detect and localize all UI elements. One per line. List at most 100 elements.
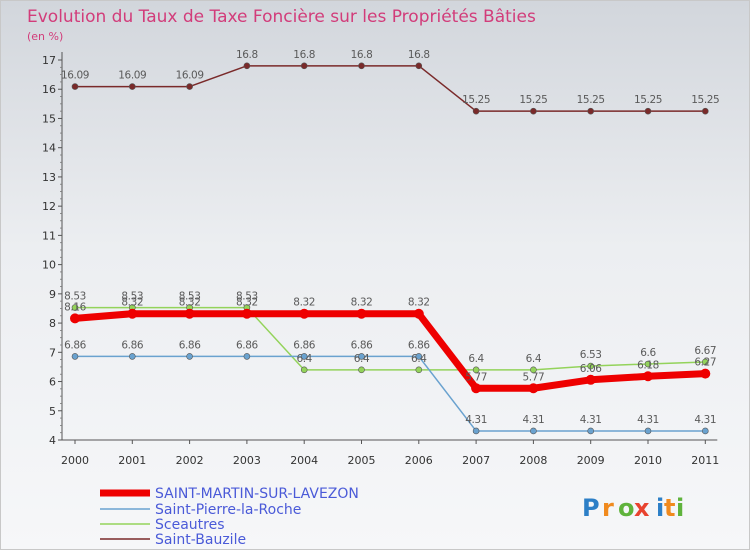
data-label: 15.25 [519,94,547,106]
data-point [243,353,251,360]
data-label: 8.32 [179,297,201,309]
x-tick-label: 2000 [61,454,89,467]
y-tick-label: 6 [49,376,56,389]
data-point [587,362,595,370]
data-label: 6.27 [694,357,716,369]
data-point [71,353,79,360]
series-line-2 [75,306,706,371]
data-label: 8.53 [64,291,86,303]
data-label: 6.4 [354,353,370,365]
data-point [356,308,367,319]
data-point [530,366,537,374]
legend-label: SAINT-MARTIN-SUR-LAVEZON [155,486,359,502]
data-label: 6.86 [408,339,430,351]
legend-label: Sceautres [155,517,225,533]
data-point [300,62,308,70]
data-label: 15.25 [691,94,719,106]
logo-letter: r [602,494,614,522]
data-label: 15.25 [462,94,490,106]
chart-title: Evolution du Taux de Taxe Foncière sur l… [27,7,536,27]
data-point [585,374,596,385]
data-label: 4.31 [465,414,487,426]
data-label: 4.31 [523,414,545,426]
data-point [644,107,652,115]
data-point [472,366,480,374]
data-point [415,62,423,70]
legend: SAINT-MARTIN-SUR-LAVEZONSaint-Pierre-la-… [100,486,359,548]
data-point [243,62,251,70]
data-label: 4.31 [694,414,716,426]
series-line-1 [75,355,706,432]
y-tick-label: 15 [42,112,56,125]
data-point [129,353,136,360]
data-point [644,360,652,368]
data-label: 16.8 [351,49,373,61]
x-tick-label: 2011 [691,454,719,467]
data-point [71,83,79,90]
data-point [472,427,480,435]
logo-letter: t [664,494,675,522]
y-tick-label: 13 [42,171,56,184]
x-tick-label: 2007 [462,454,490,467]
data-label: 8.16 [64,301,86,313]
data-label: 6.86 [351,339,373,351]
y-tick-label: 14 [42,142,56,155]
y-tick-label: 16 [42,83,56,96]
data-label: 8.32 [351,297,373,309]
data-label: 6.86 [236,339,258,351]
y-tick-label: 12 [42,200,56,213]
data-label: 6.86 [293,339,315,351]
data-point [472,107,480,115]
x-tick-label: 2002 [176,454,204,467]
data-label: 6.53 [580,349,602,361]
logo-letter: o [618,494,635,522]
data-point [701,427,709,435]
data-point [471,383,482,394]
data-point [587,107,595,115]
y-tick-label: 4 [49,434,56,447]
x-tick-label: 2005 [348,454,376,467]
data-label: 6.67 [694,345,716,357]
x-tick-label: 2010 [634,454,662,467]
data-label: 6.86 [121,339,143,351]
x-tick-label: 2006 [405,454,433,467]
data-label: 6.6 [640,347,656,359]
data-label: 16.09 [118,70,146,82]
x-tick-label: 2003 [233,454,261,467]
legend-label: Saint-Bauzile [155,532,246,548]
data-label: 8.53 [179,291,201,303]
data-label: 8.32 [408,297,430,309]
data-labels: 8.16 8.32 8.32 8.32 8.32 8.32 8.32 5.77 5.77 6.06… [61,49,720,426]
data-label: 8.53 [121,291,143,303]
data-point [415,366,423,374]
data-label: 16.8 [236,49,258,61]
data-label: 5.77 [523,371,545,383]
y-tick-label: 10 [42,259,56,272]
data-label: 6.4 [411,353,427,365]
data-label: 8.53 [236,291,258,303]
data-point [300,353,308,360]
data-point [127,308,138,319]
data-point [299,308,310,319]
data-label: 6.06 [580,363,602,375]
y-tick-label: 17 [42,54,56,67]
data-point [184,308,195,319]
data-label: 4.31 [637,414,659,426]
data-point [70,313,80,324]
data-label: 16.8 [408,49,430,61]
data-label: 5.77 [465,371,487,383]
legend-label: Saint-Pierre-la-Roche [155,502,301,518]
x-tick-label: 2001 [118,454,146,467]
y-tick-label: 5 [49,405,56,418]
data-label: 6.4 [468,353,484,365]
x-tick-label: 2008 [519,454,547,467]
logo-letter: i [656,494,664,522]
data-label: 15.25 [577,94,605,106]
data-label: 8.32 [293,297,315,309]
data-label: 15.25 [634,94,662,106]
data-point [643,371,653,382]
data-point [528,383,539,394]
data-label: 6.18 [637,359,659,371]
